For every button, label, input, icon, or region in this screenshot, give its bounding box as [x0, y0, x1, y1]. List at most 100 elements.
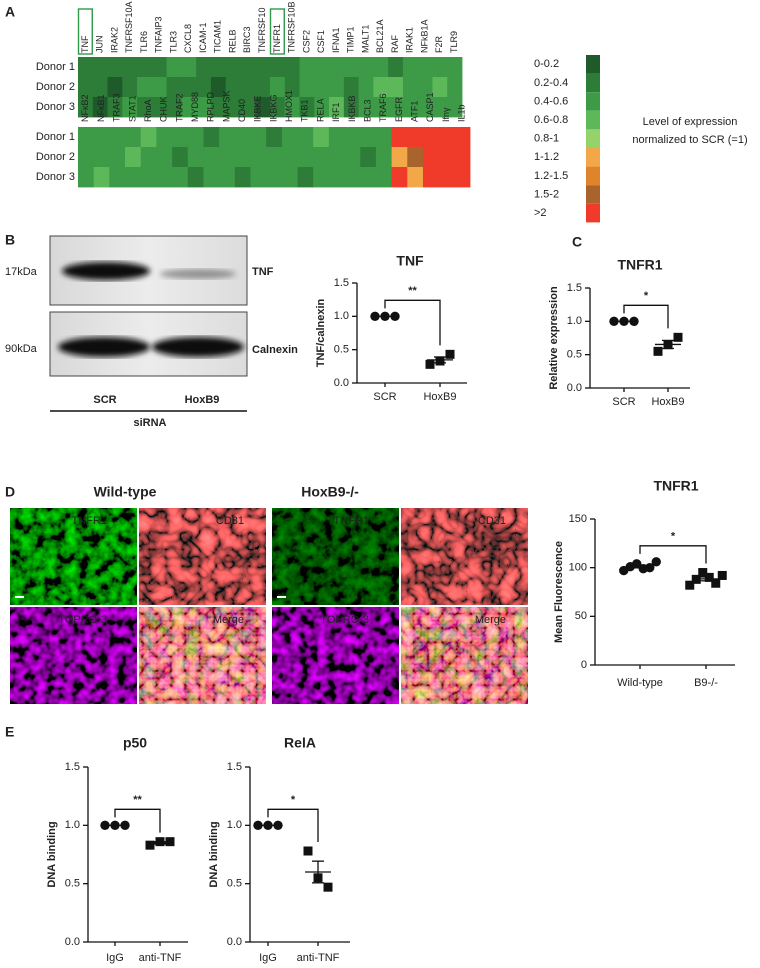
- data-point: [645, 562, 655, 573]
- heat-cell: [391, 167, 408, 188]
- y-tick-label: 1.5: [65, 761, 80, 773]
- heat-cell: [391, 147, 408, 168]
- significance-bracket: [114, 808, 161, 833]
- gene-label: HMOX1: [284, 90, 294, 122]
- heat-cell: [122, 57, 138, 78]
- heat-cell: [373, 97, 389, 118]
- heat-cell: [78, 77, 94, 98]
- kda-label: 90kDa: [5, 343, 38, 355]
- heat-cell: [181, 97, 197, 118]
- gene-label: TICAM1: [213, 20, 223, 53]
- gene-label: STAT1: [127, 95, 137, 122]
- data-point: [717, 570, 727, 580]
- heat-cell: [78, 127, 95, 148]
- legend-swatch: [586, 129, 600, 148]
- heat-cell: [151, 77, 168, 98]
- chart-title: RelA: [284, 735, 316, 751]
- heat-cell: [137, 57, 153, 78]
- heat-cell: [109, 127, 126, 148]
- y-axis-label: DNA binding: [46, 821, 58, 887]
- data-point: [145, 840, 155, 850]
- y-tick-label: 150: [569, 513, 587, 525]
- gene-label: IL1b: [457, 104, 467, 122]
- heat-cell: [313, 167, 330, 188]
- gene-label: TNFR1: [272, 24, 282, 53]
- heat-cell: [250, 147, 267, 168]
- heat-cell: [388, 57, 404, 78]
- heat-cell: [266, 167, 283, 188]
- channel-label: TOPRO-3: [320, 614, 369, 626]
- heat-cell: [438, 147, 455, 168]
- significance-bracket: [384, 299, 441, 346]
- heat-cell: [284, 57, 300, 78]
- y-tick-label: 1.5: [227, 761, 242, 773]
- group-label: siRNA: [133, 417, 166, 429]
- panel-label: D: [5, 484, 15, 500]
- heat-cell: [299, 77, 315, 98]
- gene-label: RAF: [390, 34, 400, 53]
- legend-swatch: [586, 73, 600, 93]
- heat-cell: [314, 57, 330, 78]
- gene-label: TNFRSF10A: [124, 1, 134, 53]
- gene-label: CXCL8: [183, 24, 193, 53]
- heat-cell: [375, 127, 392, 148]
- y-tick-label: 50: [575, 610, 587, 622]
- heat-cell: [109, 147, 126, 168]
- gene-label: TLR3: [168, 31, 178, 53]
- heat-cell: [234, 147, 251, 168]
- panel-label: E: [5, 724, 14, 740]
- heat-cell: [210, 57, 227, 78]
- heat-cell: [432, 57, 448, 78]
- heat-cell: [187, 147, 204, 168]
- gene-label: IKBKG: [268, 94, 278, 122]
- gene-label: TRAF3: [112, 93, 122, 122]
- heat-cell: [297, 147, 314, 168]
- y-tick-label: 0.0: [227, 936, 242, 948]
- y-tick-label: 0.5: [567, 349, 582, 361]
- heat-cell: [375, 167, 392, 188]
- legend-label: 0.8-1: [534, 133, 559, 145]
- data-point: [653, 346, 663, 356]
- donor-label: Donor 3: [36, 171, 75, 183]
- heat-cell: [107, 57, 123, 78]
- heat-cell: [454, 147, 471, 168]
- heat-cell: [343, 97, 360, 118]
- heat-cell: [225, 97, 241, 118]
- heat-cell: [388, 77, 404, 98]
- heat-cell: [432, 97, 448, 118]
- band: [58, 337, 150, 357]
- x-tick-label: HoxB9: [651, 396, 684, 408]
- chart-title: TNF: [396, 253, 424, 269]
- heat-cell: [373, 57, 389, 78]
- gene-label: TLR6: [139, 31, 149, 53]
- heat-cell: [196, 97, 212, 118]
- heat-cell: [447, 57, 463, 78]
- channel-label: Merge: [213, 614, 244, 626]
- heat-cell: [314, 97, 330, 118]
- gene-label: BCL3: [362, 99, 372, 122]
- heat-cell: [417, 77, 433, 98]
- legend-label: 0-0.2: [534, 58, 559, 70]
- heat-cell: [270, 77, 286, 98]
- genotype-title: Wild-type: [94, 484, 157, 500]
- heat-cell: [140, 127, 157, 148]
- heat-cell: [78, 167, 95, 188]
- heat-cell: [172, 147, 189, 168]
- x-tick-label: HoxB9: [423, 391, 456, 403]
- gene-label: RhoA: [143, 99, 153, 122]
- heat-cell: [360, 167, 377, 188]
- legend-label: 1.5-2: [534, 188, 559, 200]
- heat-cell: [422, 147, 440, 168]
- significance-label: **: [133, 794, 142, 806]
- heat-cell: [137, 97, 153, 118]
- legend-label: 1.2-1.5: [534, 170, 568, 182]
- heat-cell: [329, 77, 345, 98]
- micrograph-signal: [401, 607, 528, 704]
- gene-label: BCL21A: [375, 19, 385, 53]
- heat-cell: [314, 77, 330, 98]
- heat-cell: [107, 77, 123, 98]
- heat-cell: [299, 97, 315, 118]
- heat-cell: [438, 127, 455, 148]
- donor-label: Donor 1: [36, 61, 75, 73]
- heat-cell: [454, 127, 471, 148]
